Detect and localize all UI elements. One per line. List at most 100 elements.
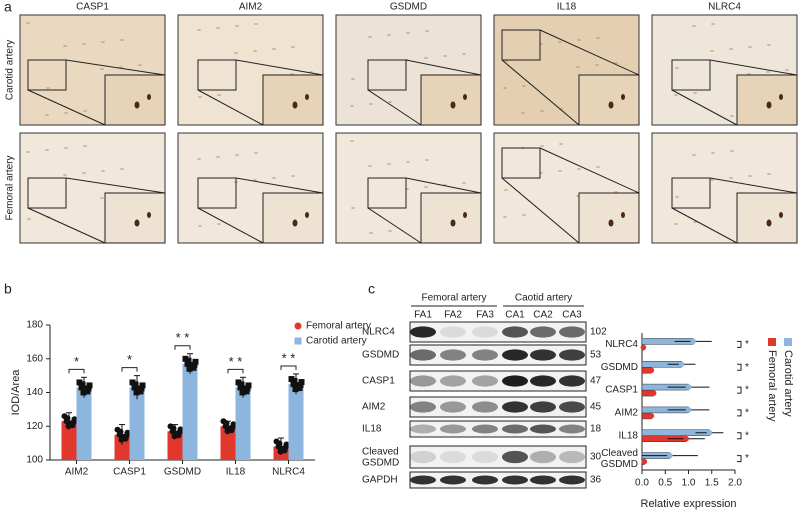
data-dot — [237, 384, 244, 391]
tissue-speck — [198, 96, 202, 98]
zoom-line — [405, 177, 482, 194]
tissue-speck — [63, 174, 67, 176]
blot-band — [530, 349, 556, 361]
tissue-speck — [350, 140, 354, 142]
bar — [220, 426, 236, 460]
zoom-box — [27, 59, 67, 91]
y-tick-label: 180 — [26, 320, 43, 331]
tissue-speck — [558, 170, 562, 172]
significance-bracket — [737, 340, 742, 348]
tissue-speck — [692, 25, 696, 27]
bar — [129, 387, 145, 460]
significance-label: * — [74, 354, 79, 369]
bar — [235, 387, 251, 460]
legend-marker — [768, 338, 776, 346]
significance-bracket — [737, 432, 742, 440]
data-dot — [137, 388, 144, 395]
x-tick-label: GSDMD — [164, 467, 201, 478]
inset — [420, 74, 482, 126]
tissue-speck — [120, 168, 124, 170]
zoom-line — [501, 177, 580, 244]
zoom-line — [367, 89, 422, 126]
significance-bracket — [68, 368, 85, 374]
tissue-speck — [100, 68, 104, 70]
lane-label: FA3 — [476, 310, 494, 321]
tissue-speck — [368, 36, 372, 38]
column-title: NLRC4 — [708, 2, 741, 13]
data-dot — [78, 384, 85, 391]
molecular-weight: 30 — [590, 452, 602, 463]
zoom-box — [501, 147, 541, 179]
legend-label: Carotid artery — [306, 336, 367, 347]
data-dot — [690, 338, 696, 345]
data-dot — [80, 389, 87, 396]
blot-band — [530, 375, 556, 387]
stain — [450, 101, 456, 109]
tissue-speck — [291, 46, 295, 48]
blot-band — [472, 401, 498, 413]
tissue-speck — [46, 87, 50, 89]
tissue-speck — [767, 173, 771, 175]
tissue-speck — [730, 150, 734, 152]
tissue-speck — [675, 67, 679, 69]
tissue-speck — [522, 85, 526, 87]
tissue-speck — [614, 62, 618, 64]
blot-band — [559, 450, 585, 464]
tissue-speck — [693, 92, 697, 94]
x-tick-label: NLRC4 — [272, 467, 305, 478]
blot-band — [440, 375, 466, 387]
blot-band — [559, 326, 585, 338]
zoom-box — [671, 59, 711, 91]
blot-band — [440, 349, 466, 361]
zoom-line — [27, 89, 106, 126]
blot-strip — [409, 445, 587, 469]
y-tick-label: CASP1 — [605, 385, 638, 396]
significance-bracket — [737, 409, 742, 417]
stain — [147, 94, 151, 100]
tissue-speck — [217, 223, 221, 225]
tissue-speck — [692, 154, 696, 156]
stain — [608, 101, 614, 109]
tissue-speck — [26, 151, 30, 153]
tissue-speck — [254, 23, 258, 25]
stain — [621, 212, 625, 218]
tissue-speck — [462, 182, 466, 184]
stain — [608, 219, 614, 227]
tissue-speck — [748, 175, 752, 177]
tissue-speck — [674, 223, 678, 225]
tissue-speck — [674, 94, 678, 96]
tissue-speck — [197, 158, 201, 160]
data-dot — [63, 418, 70, 425]
tissue-speck — [406, 32, 410, 34]
data-dot — [275, 443, 282, 450]
tissue-speck — [63, 45, 67, 47]
zoom-line — [539, 29, 640, 76]
data-dot — [678, 361, 685, 368]
legend-marker — [294, 322, 302, 330]
blot-band — [530, 401, 556, 413]
blot-band — [472, 375, 498, 387]
significance-bracket — [280, 365, 297, 370]
inset — [736, 192, 798, 244]
blot-band — [410, 349, 436, 361]
tissue-speck — [388, 230, 392, 232]
row-label: Carotid artery — [5, 40, 16, 101]
zoom-line — [235, 177, 324, 194]
data-dot — [69, 422, 76, 429]
inset — [104, 74, 166, 126]
tissue-speck — [235, 154, 239, 156]
tissue-speck — [425, 159, 429, 161]
blot-band — [530, 475, 556, 485]
x-axis-label: Relative expression — [641, 498, 737, 510]
blot-band — [440, 401, 466, 413]
tissue-speck — [119, 66, 123, 68]
data-dot — [190, 364, 197, 371]
tissue-speck — [595, 64, 599, 66]
data-dot — [683, 435, 689, 442]
tissue-speck — [351, 207, 355, 209]
tissue-speck — [424, 57, 428, 59]
tissue-speck — [272, 177, 276, 179]
zoom-line — [65, 177, 166, 194]
zoom-box — [367, 59, 407, 91]
data-dot — [706, 429, 713, 436]
